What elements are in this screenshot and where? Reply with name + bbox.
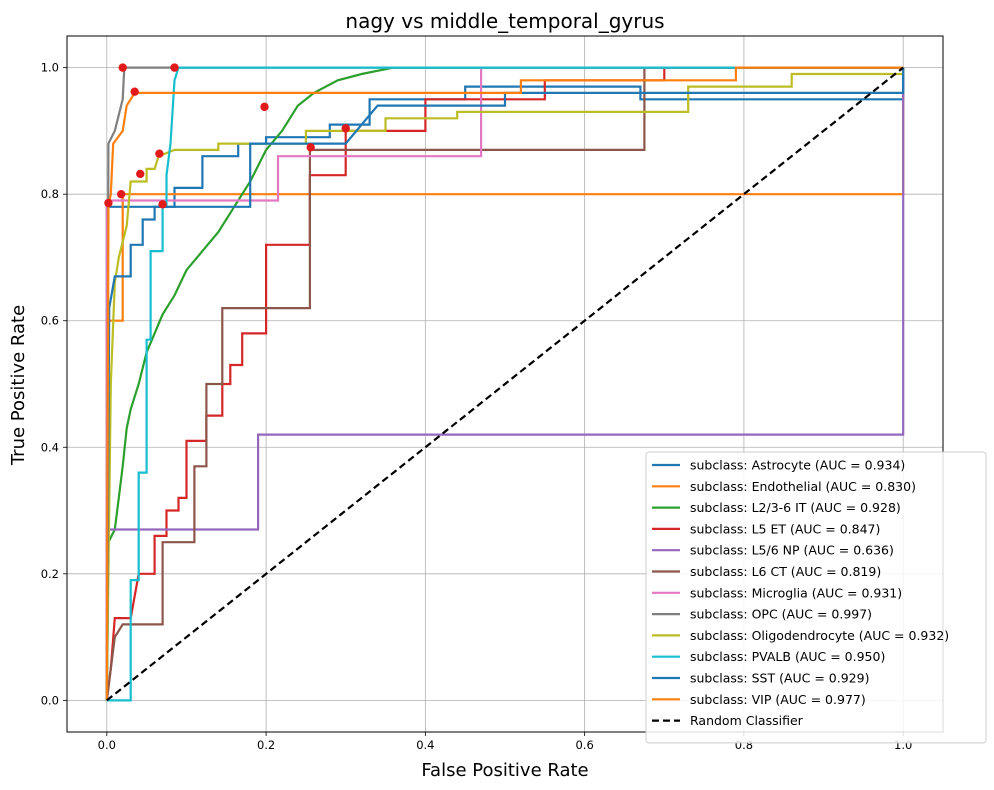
threshold-marker	[158, 200, 167, 209]
threshold-markers	[104, 63, 350, 209]
legend-label: subclass: L5/6 NP (AUC = 0.636)	[690, 543, 894, 558]
legend-label: subclass: Microglia (AUC = 0.931)	[690, 585, 902, 600]
legend-label: subclass: SST (AUC = 0.929)	[690, 671, 869, 686]
threshold-marker	[306, 143, 315, 152]
legend-label: subclass: Endothelial (AUC = 0.830)	[690, 479, 916, 494]
series-line-10	[105, 67, 905, 701]
series-line-11	[105, 66, 904, 701]
threshold-marker	[260, 102, 269, 112]
threshold-marker	[116, 189, 126, 199]
series-line-12	[106, 66, 904, 702]
y-axis-ticks: 0.0 0.2 0.4 0.6 0.8 1.0	[41, 61, 67, 707]
legend-label: subclass: Astrocyte (AUC = 0.934)	[690, 458, 905, 473]
x-tick-label: 0.6	[575, 738, 593, 752]
threshold-marker	[170, 63, 179, 72]
y-tick-label: 0.4	[41, 440, 59, 454]
threshold-marker	[155, 149, 164, 158]
legend-label: subclass: L2/3-6 IT (AUC = 0.928)	[690, 500, 901, 515]
legend-label: subclass: L6 CT (AUC = 0.819)	[690, 564, 881, 579]
legend-box	[645, 451, 987, 744]
series-line-5	[105, 66, 904, 701]
legend-label: Random Classifier	[690, 713, 804, 728]
series-lines	[105, 66, 905, 702]
legend-label: subclass: PVALB (AUC = 0.950)	[690, 649, 885, 664]
threshold-marker	[130, 87, 139, 96]
x-tick-label: 0.2	[257, 738, 275, 752]
threshold-marker	[136, 169, 145, 179]
threshold-marker	[118, 63, 127, 72]
series-line-8	[105, 67, 905, 701]
x-tick-label: 0.4	[416, 738, 434, 752]
legend-label: subclass: VIP (AUC = 0.977)	[690, 692, 866, 707]
series-line-0	[105, 67, 905, 701]
y-tick-label: 0.8	[41, 187, 59, 201]
y-axis-label: True Positive Rate	[8, 305, 29, 466]
threshold-marker	[341, 124, 350, 133]
chart-title: nagy vs middle_temporal_gyrus	[345, 9, 664, 33]
plot-frame	[66, 35, 944, 733]
threshold-marker	[104, 198, 113, 208]
series-line-9	[106, 66, 904, 702]
x-axis-label: False Positive Rate	[421, 760, 588, 781]
y-tick-label: 1.0	[41, 61, 59, 75]
legend: subclass: Astrocyte (AUC = 0.934) subclas…	[645, 451, 987, 744]
series-line-3	[105, 66, 904, 701]
legend-label: subclass: OPC (AUC = 0.997)	[690, 607, 872, 622]
y-tick-label: 0.6	[41, 314, 59, 328]
legend-label: subclass: Oligodendrocyte (AUC = 0.932)	[690, 628, 949, 643]
legend-label: subclass: L5 ET (AUC = 0.847)	[690, 521, 880, 536]
y-tick-label: 0.0	[41, 693, 59, 707]
x-tick-label: 0.0	[98, 738, 116, 752]
y-tick-label: 0.2	[41, 567, 59, 581]
